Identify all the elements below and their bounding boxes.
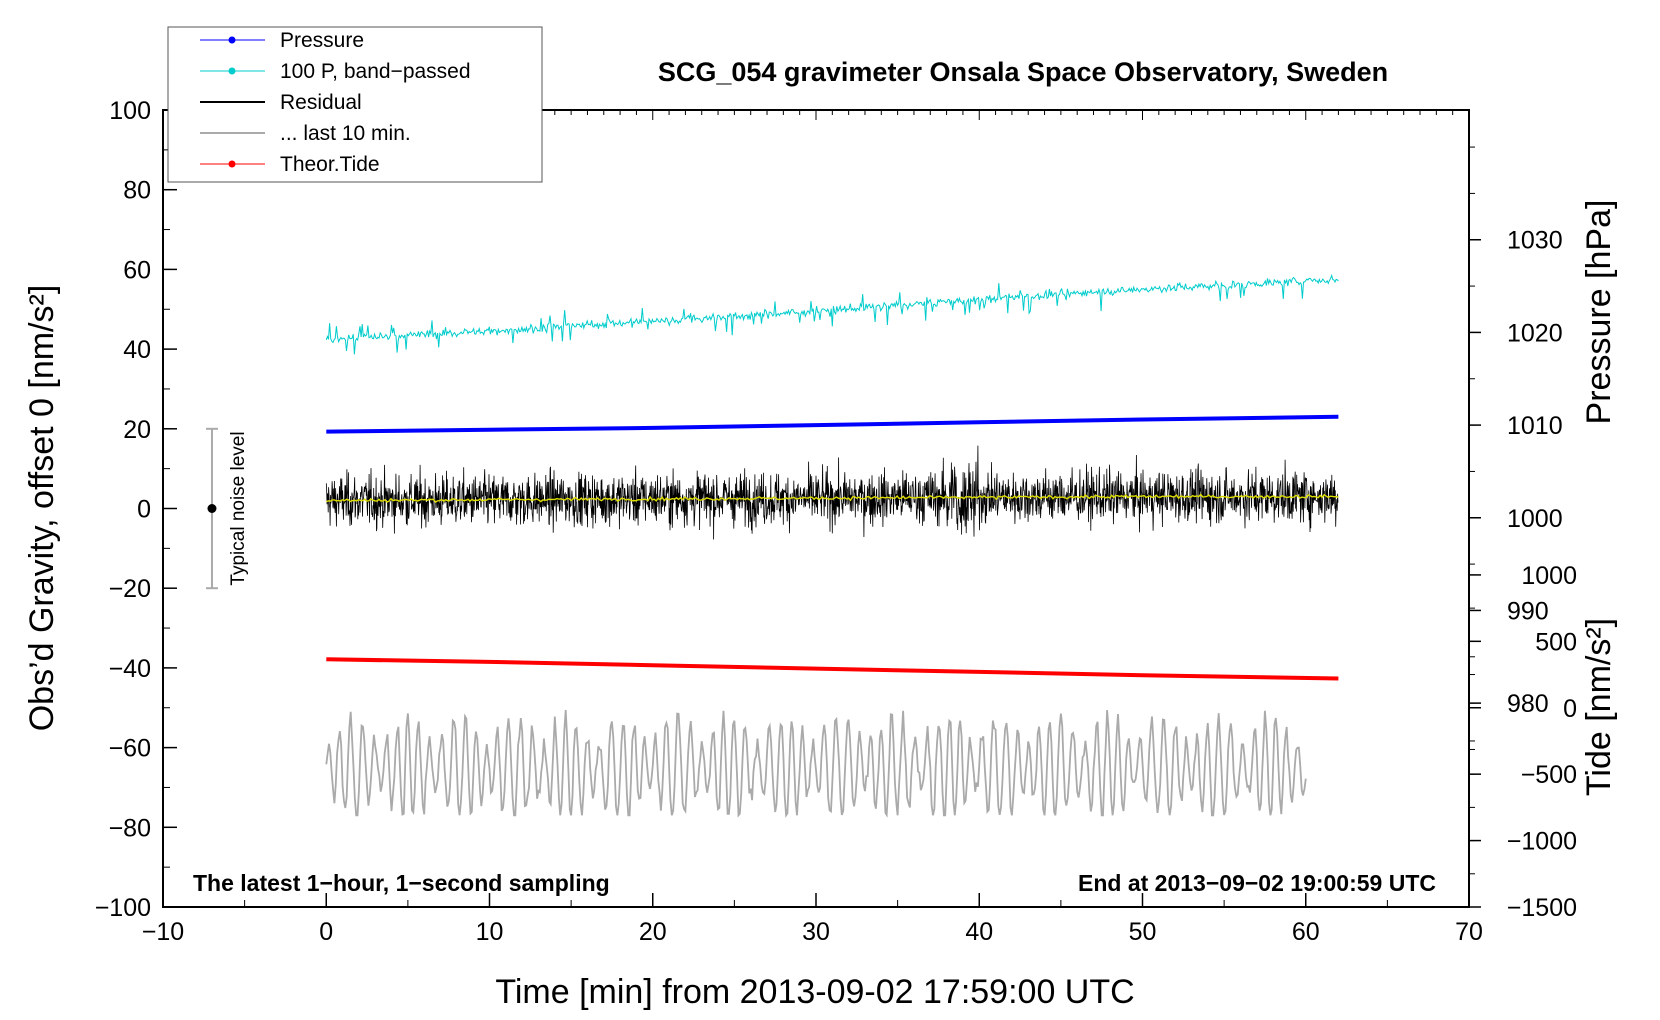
y-axis-title: Obs’d Gravity, offset 0 [nm/s²] [23, 285, 61, 732]
tide-tick-label: 1000 [1521, 562, 1577, 590]
pressure-axis-title: Pressure [hPa] [1580, 200, 1618, 425]
last-10-min-series [325, 709, 1307, 819]
tide-tick-label: 0 [1563, 695, 1577, 723]
series-layer [325, 273, 1339, 819]
legend-item-theor-tide: Theor.Tide [200, 153, 380, 176]
y-tick-label: 80 [123, 177, 151, 205]
tide-tick-label: 500 [1535, 628, 1577, 656]
legend-marker-band-passed [228, 67, 236, 75]
x-tick-label: 10 [476, 918, 504, 946]
tide-tick-label: −500 [1521, 761, 1577, 789]
legend: Pressure 100 P, band−passed Residual ...… [167, 26, 543, 183]
x-tick-label: 60 [1292, 918, 1320, 946]
x-tick-label: 70 [1455, 918, 1483, 946]
legend-label-band-passed: 100 P, band−passed [280, 60, 471, 83]
pressure-tick-label: 1010 [1507, 412, 1563, 440]
noise-marker: Typical noise level [205, 427, 249, 590]
noise-label: Typical noise level [228, 431, 249, 585]
y-tick-label: 40 [123, 336, 151, 364]
sampling-note: The latest 1−hour, 1−second sampling [193, 870, 610, 896]
y-tick-label: 60 [123, 256, 151, 284]
pressure-series [326, 414, 1339, 434]
y-tick-label: 100 [109, 97, 151, 125]
x-tick-label: 20 [639, 918, 667, 946]
tide-axis-title: Tide [nm/s²] [1580, 618, 1618, 796]
pressure-tick-label: 1020 [1507, 319, 1563, 347]
legend-item-pressure: Pressure [200, 29, 364, 52]
legend-marker-pressure [228, 36, 236, 44]
y-tick-label: −100 [95, 894, 151, 922]
end-time-note: End at 2013−09−02 19:00:59 UTC [1078, 870, 1436, 896]
y-tick-label: −60 [109, 735, 151, 763]
legend-label-theor-tide: Theor.Tide [280, 153, 380, 176]
y-tick-label: −40 [109, 655, 151, 683]
legend-label-pressure: Pressure [280, 29, 364, 52]
y-tick-label: −80 [109, 814, 151, 842]
legend-marker-theor-tide [228, 160, 236, 168]
theor-tide-series [326, 657, 1339, 681]
y-tick-label: 20 [123, 416, 151, 444]
legend-label-last-10-min: ... last 10 min. [280, 122, 411, 145]
tide-tick-label: −1500 [1507, 894, 1577, 922]
residual-series [325, 445, 1339, 540]
y-tick-label: 0 [137, 496, 151, 524]
legend-label-residual: Residual [280, 91, 362, 114]
pressure-tick-label: 1000 [1507, 505, 1563, 533]
chart-title: SCG_054 gravimeter Onsala Space Observat… [658, 57, 1388, 87]
x-axis-title: Time [min] from 2013-09-02 17:59:00 UTC [495, 973, 1134, 1011]
x-tick-label: 50 [1129, 918, 1157, 946]
x-tick-label: 0 [319, 918, 333, 946]
legend-item-last-10-min: ... last 10 min. [200, 122, 411, 145]
legend-item-band-passed: 100 P, band−passed [200, 60, 471, 83]
pressure-tick-label: 980 [1507, 690, 1549, 718]
ticks-layer: −10 0 10 20 30 40 50 60 70100806040200−20−40−60−… [95, 97, 1577, 946]
y-tick-label: −20 [109, 575, 151, 603]
x-tick-label: 40 [965, 918, 993, 946]
legend-item-residual: Residual [200, 91, 362, 114]
tide-tick-label: −1000 [1507, 828, 1577, 856]
legend-box [167, 26, 543, 183]
residual-smoothed-series [326, 493, 1339, 504]
x-tick-label: 30 [802, 918, 830, 946]
band-passed-series [325, 273, 1339, 355]
pressure-tick-label: 1030 [1507, 227, 1563, 255]
noise-center-dot [207, 504, 217, 513]
pressure-tick-label: 990 [1507, 597, 1549, 625]
x-tick-label: −10 [142, 918, 184, 946]
